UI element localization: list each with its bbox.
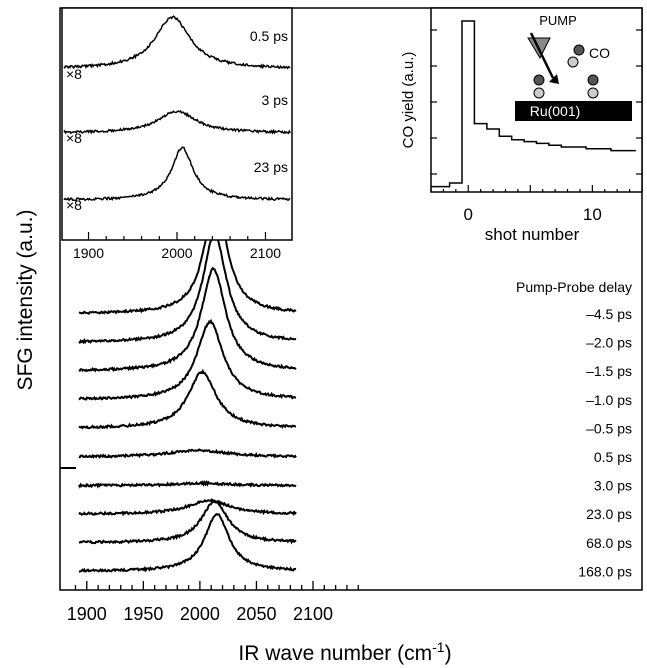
- legend-header: Pump-Probe delay: [516, 279, 632, 295]
- trace-6: [78, 479, 297, 489]
- inset-right-x-label: shot number: [485, 225, 580, 244]
- desorbing-co-c-icon: [573, 44, 585, 56]
- inset-right-tick-label: 0: [464, 205, 473, 224]
- inset-left-tick-label: 2100: [250, 245, 281, 261]
- trace-label-7: 23.0 ps: [586, 506, 632, 522]
- co-molecule-c-icon: [587, 74, 599, 86]
- trace-label-0: –4.5 ps: [586, 306, 632, 322]
- co-molecule-o-icon: [533, 87, 545, 99]
- x-tick-label: 2100: [293, 604, 333, 624]
- pump-label: PUMP: [539, 13, 577, 28]
- trace-4: [78, 368, 297, 430]
- inset-left-x-axis: 1900 2000 2100: [73, 232, 281, 261]
- main-trace-labels: –4.5 ps –2.0 ps –1.5 ps –1.0 ps –0.5 ps 0.5 p…: [578, 306, 632, 579]
- substrate-bar: [515, 101, 632, 121]
- main-traces: [78, 196, 297, 573]
- desorbing-co-o-icon: [567, 56, 579, 68]
- trace-label-3: –1.0 ps: [586, 392, 632, 408]
- trace-0: [78, 196, 297, 316]
- substrate-label: Ru(001): [530, 103, 581, 119]
- trace-9: [78, 512, 297, 573]
- x-tick-label: 1950: [123, 604, 163, 624]
- trace-label-8: 68.0 ps: [586, 535, 632, 551]
- trace-label-4: –0.5 ps: [586, 420, 632, 436]
- trace-1: [78, 231, 297, 345]
- main-x-label: IR wave number (cm-1): [238, 639, 451, 665]
- inset-trace-2: [63, 146, 291, 202]
- co-label: CO: [589, 45, 610, 61]
- pump-arrowhead-icon: [549, 74, 559, 84]
- main-x-label-sup: -1: [432, 639, 445, 655]
- inset-scale-label: ×8: [66, 66, 82, 82]
- trace-label-5: 0.5 ps: [594, 449, 632, 465]
- trace-2: [78, 266, 297, 373]
- inset-scale-label: ×8: [66, 130, 82, 146]
- trace-label-6: 3.0 ps: [594, 478, 632, 494]
- main-plot-frame: [59, 7, 643, 591]
- co-molecule-o-icon: [587, 87, 599, 99]
- main-x-axis: 1900 1950 2000 2050 2100: [67, 581, 359, 624]
- inset-left-tick-label: 1900: [73, 245, 104, 261]
- pump-arrow-icon: [529, 32, 555, 79]
- inset-right-histogram: [431, 20, 636, 188]
- trace-7: [78, 497, 297, 517]
- inset-left-tick-label: 2000: [161, 245, 192, 261]
- trace-3: [78, 318, 297, 401]
- trace-5: [78, 448, 297, 459]
- main-y-label: SFG intensity (a.u.): [14, 210, 37, 391]
- inset-trace-label-0: 0.5 ps: [250, 28, 288, 44]
- inset-trace-1: [63, 109, 291, 135]
- inset-right: 0 10 CO yield (a.u.) shot number PUMP Ru(…: [400, 7, 643, 244]
- trace-label-1: –2.0 ps: [586, 335, 632, 351]
- inset-left: 0.5 ps ×8 3 ps ×8 23 ps ×8 1900 2000 2100: [61, 7, 293, 261]
- x-tick-label: 2000: [180, 604, 220, 624]
- pump-schematic: PUMP Ru(001) CO: [515, 13, 632, 121]
- trace-label-2: –1.5 ps: [586, 363, 632, 379]
- inset-scale-label: ×8: [66, 197, 82, 213]
- inset-trace-label-1: 3 ps: [262, 92, 288, 108]
- trace-label-9: 168.0 ps: [578, 563, 632, 579]
- inset-trace-0: [63, 15, 291, 70]
- inset-left-traces: 0.5 ps ×8 3 ps ×8 23 ps ×8: [63, 15, 291, 213]
- main-chart: –4.5 ps –2.0 ps –1.5 ps –1.0 ps –0.5 ps 0.5 p…: [14, 7, 643, 665]
- x-tick-label: 2050: [236, 604, 276, 624]
- co-molecule-c-icon: [533, 74, 545, 86]
- inset-trace-label-2: 23 ps: [254, 159, 288, 175]
- trace-8: [78, 499, 297, 545]
- inset-right-tick-label: 10: [583, 205, 602, 224]
- x-tick-label: 1900: [67, 604, 107, 624]
- inset-right-y-label: CO yield (a.u.): [400, 52, 417, 149]
- inset-right-axes: 0 10: [430, 29, 643, 224]
- yield-histogram-line: [431, 20, 636, 188]
